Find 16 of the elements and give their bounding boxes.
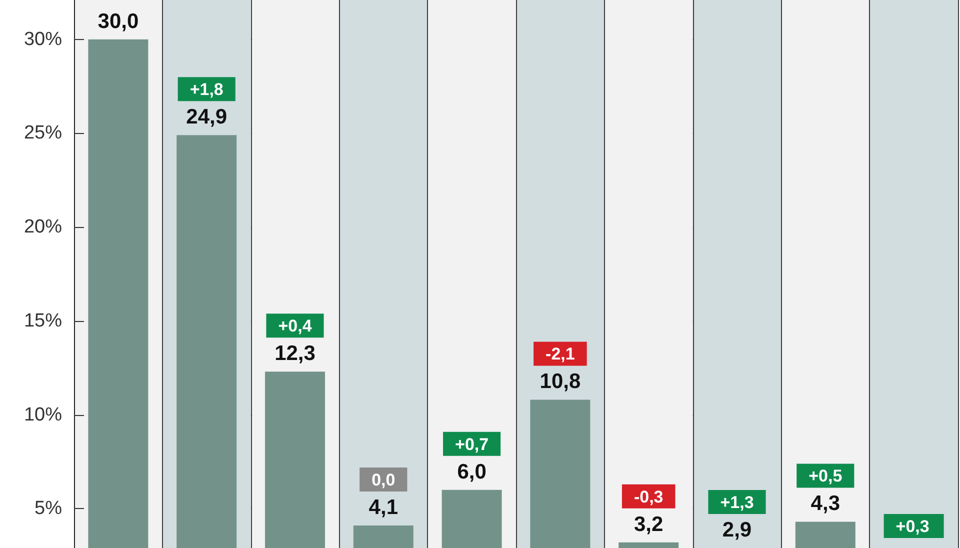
data-label: -0,3 3,2 bbox=[634, 487, 664, 536]
y-tick-label: 30% bbox=[24, 28, 62, 50]
data-label: 30,0 bbox=[98, 10, 139, 33]
annotation: +0,3 bbox=[896, 517, 930, 536]
data-label: -2,1 10,8 bbox=[540, 344, 581, 394]
data-label: +1,3 2,9 bbox=[720, 493, 754, 542]
y-tick-label: 15% bbox=[24, 310, 62, 332]
data-label: +0,4 12,3 bbox=[274, 316, 316, 366]
y-tick-label: 10% bbox=[24, 404, 62, 426]
data-label: +1,8 24,9 bbox=[186, 80, 228, 129]
data-label: 0,0 4,1 bbox=[368, 470, 398, 519]
y-tick-label: 5% bbox=[34, 498, 62, 520]
y-tick-label: 20% bbox=[24, 216, 62, 238]
data-label: +0,5 4,3 bbox=[808, 466, 842, 516]
data-label: +0,7 6,0 bbox=[455, 434, 489, 484]
y-tick-label: 25% bbox=[24, 122, 62, 144]
